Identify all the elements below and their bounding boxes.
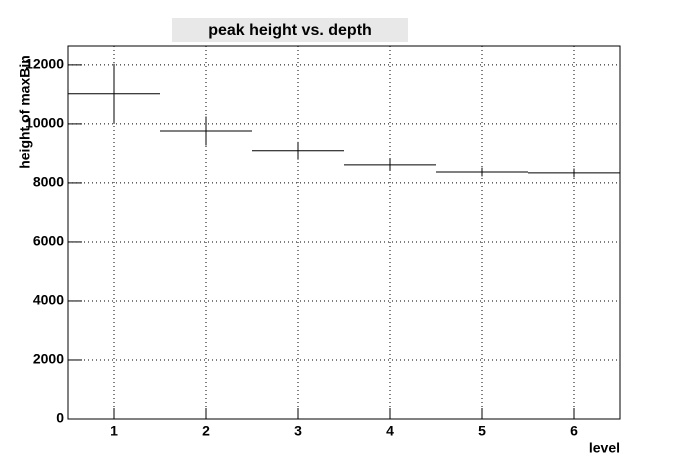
title-box (172, 18, 408, 42)
y-tick-label: 10000 (25, 115, 64, 131)
x-tick-label: 3 (294, 423, 302, 439)
chart-title: peak height vs. depth (208, 22, 372, 39)
x-tick-label: 5 (478, 423, 486, 439)
y-tick-label: 8000 (33, 174, 64, 190)
x-tick-label: 6 (570, 423, 578, 439)
x-tick-label: 1 (110, 423, 118, 439)
x-tick-label: 4 (386, 423, 394, 439)
y-tick-label: 2000 (33, 351, 64, 367)
y-tick-label: 12000 (25, 56, 64, 72)
y-tick-label: 4000 (33, 292, 64, 308)
plot-frame (67, 45, 621, 420)
y-tick-label: 6000 (33, 233, 64, 249)
y-axis-label: height of maxBin (17, 55, 33, 169)
y-tick-label: 0 (56, 410, 64, 426)
x-tick-label: 2 (202, 423, 210, 439)
x-axis-label: level (589, 440, 620, 456)
